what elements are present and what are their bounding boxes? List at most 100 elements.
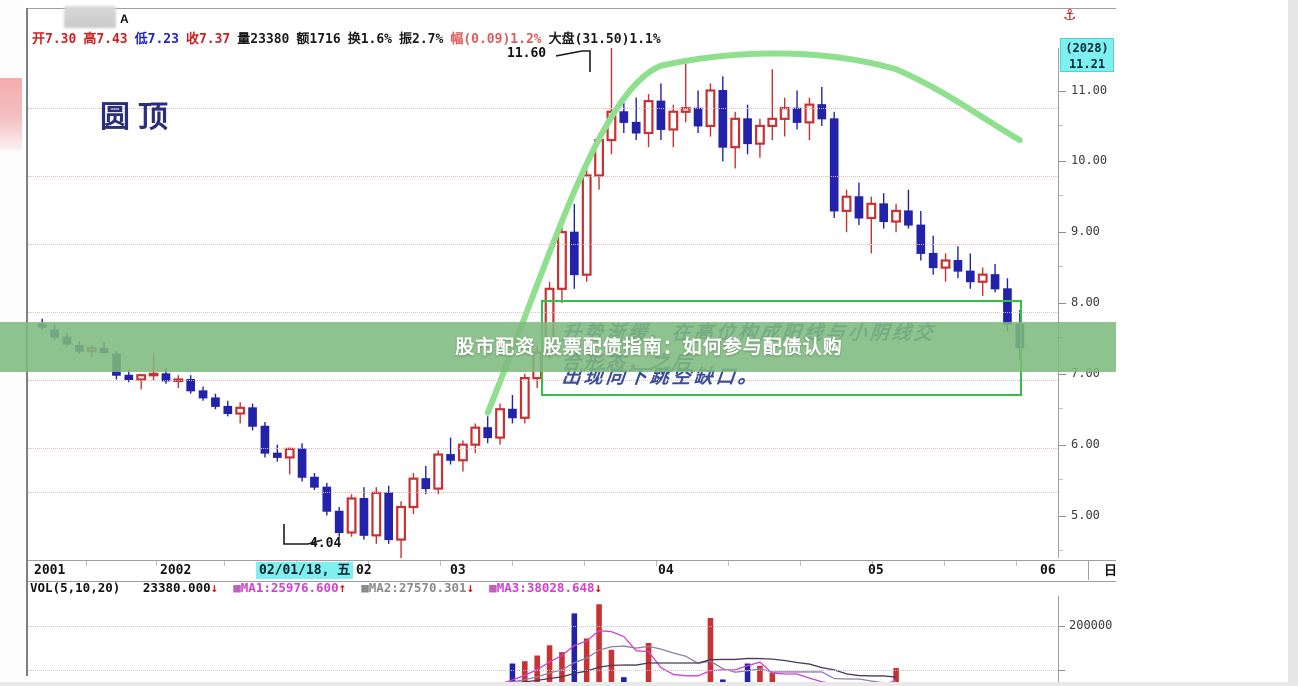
candle bbox=[829, 111, 839, 218]
badge-price: 11.21 bbox=[1068, 57, 1106, 71]
candle bbox=[346, 494, 357, 537]
vol-ma1-label: MA1: bbox=[240, 580, 271, 595]
watermark-banner-text: 股市配资 股票配债指南：如何参与配债认购 bbox=[455, 336, 843, 358]
volume-ma-line bbox=[314, 657, 897, 684]
left-edge-artifact bbox=[0, 78, 22, 150]
date-label-04: 04 bbox=[658, 563, 674, 578]
vol-ma2-arrow: ↓ bbox=[466, 580, 475, 595]
price-minor-tick bbox=[1059, 266, 1063, 268]
candle bbox=[359, 487, 369, 540]
candle bbox=[136, 373, 147, 390]
volume-bar bbox=[571, 613, 578, 684]
low-leader-line bbox=[283, 524, 323, 545]
candle bbox=[483, 416, 493, 444]
volume-bar bbox=[720, 679, 726, 684]
volume-bar bbox=[522, 661, 528, 684]
candle bbox=[767, 69, 778, 141]
volume-ma-line bbox=[190, 645, 897, 684]
volume-bar bbox=[621, 677, 627, 684]
vol-ma3: 38028.648 bbox=[526, 580, 595, 595]
candle bbox=[940, 253, 951, 282]
candle bbox=[384, 485, 394, 544]
last-price-badge: (2028) 11.21 bbox=[1060, 38, 1114, 72]
redacted-symbol-block bbox=[64, 6, 116, 28]
price-tick-label-5: 6.00 bbox=[1071, 436, 1100, 451]
vol-ma2: 27570.301 bbox=[398, 580, 467, 595]
volume-axis: 200000 bbox=[1058, 596, 1117, 686]
candle bbox=[743, 104, 752, 155]
price-tick-mark bbox=[1059, 90, 1066, 92]
date-label-02: 02 bbox=[356, 563, 372, 578]
price-minor-tick bbox=[1059, 124, 1063, 126]
low-price-annotation: 4.04 bbox=[310, 536, 342, 551]
candle bbox=[904, 189, 913, 229]
ma3-marker: ■ bbox=[489, 580, 497, 595]
candle bbox=[680, 58, 691, 123]
price-tick-mark bbox=[1059, 444, 1066, 446]
stat-9: 大盘(31.50)1.1% bbox=[548, 32, 661, 47]
symbol-suffix: A bbox=[120, 12, 129, 26]
volume-bar bbox=[707, 617, 714, 684]
ma2-marker: ■ bbox=[361, 580, 369, 595]
candle bbox=[495, 403, 505, 445]
watermark-banner bbox=[0, 322, 1298, 372]
volume-bar bbox=[509, 663, 516, 684]
price-tick-mark bbox=[1059, 161, 1066, 163]
ma1-marker: ■ bbox=[233, 580, 241, 595]
high-leader-line bbox=[556, 50, 591, 72]
candle bbox=[606, 48, 617, 155]
candle bbox=[272, 444, 282, 462]
price-tick-label-2: 9.00 bbox=[1071, 224, 1100, 239]
price-tick-mark bbox=[1059, 373, 1066, 375]
price-minor-tick bbox=[1059, 407, 1063, 409]
candle bbox=[817, 86, 827, 126]
candle bbox=[718, 76, 728, 162]
vol-title: VOL(5,10,20) bbox=[30, 580, 121, 595]
candle bbox=[990, 264, 1000, 293]
candle bbox=[248, 403, 257, 431]
candle bbox=[891, 203, 901, 233]
candle bbox=[371, 487, 382, 544]
volume-bar bbox=[583, 638, 590, 684]
volume-bar bbox=[596, 604, 602, 684]
candle bbox=[792, 90, 802, 130]
vol-ma3-arrow: ↓ bbox=[594, 580, 603, 595]
date-axis: 2001 2002 02/01/18, 五 02 03 04 05 06 日线 bbox=[28, 560, 1130, 582]
candle bbox=[284, 447, 295, 475]
price-axis: ⚓ (2028) 11.21 11.00 10.00 9.00 8.00 7.00 6.0… bbox=[1058, 8, 1117, 558]
bottom-page-edge bbox=[0, 682, 1298, 686]
date-label-03: 03 bbox=[450, 563, 466, 578]
candle bbox=[705, 83, 716, 137]
selected-date[interactable]: 02/01/18, 五 bbox=[256, 562, 354, 579]
candle bbox=[854, 182, 864, 226]
candle bbox=[557, 225, 567, 303]
stat-5: 额1716 bbox=[296, 32, 341, 47]
volume-bar bbox=[757, 665, 763, 684]
candle bbox=[310, 473, 319, 490]
candle bbox=[433, 450, 444, 495]
stat-2: 低7.23 bbox=[134, 32, 179, 47]
volume-bar bbox=[559, 652, 565, 684]
right-gutter bbox=[1116, 0, 1298, 686]
candle bbox=[519, 373, 530, 424]
price-tick-label-6: 5.00 bbox=[1071, 507, 1100, 522]
date-label-06: 06 bbox=[1040, 563, 1056, 578]
candle bbox=[198, 386, 208, 401]
date-label-2002: 2002 bbox=[160, 563, 192, 578]
right-page-edge bbox=[1288, 0, 1298, 686]
candle bbox=[396, 501, 406, 558]
volume-indicator-header: VOL(5,10,20) 23380.000↓ ■MA1:25976.600↑ … bbox=[30, 580, 602, 595]
stat-1: 高7.43 bbox=[83, 32, 128, 47]
volume-bar bbox=[744, 663, 751, 684]
candle bbox=[569, 203, 579, 289]
stat-7: 振2.7% bbox=[399, 32, 444, 47]
badge-code: (2028) bbox=[1065, 41, 1109, 55]
candle bbox=[965, 253, 975, 289]
vol-ma3-label: MA3: bbox=[496, 580, 527, 595]
candle bbox=[458, 440, 468, 472]
candle bbox=[779, 97, 790, 137]
stat-3: 收7.37 bbox=[185, 32, 231, 47]
date-label-05: 05 bbox=[868, 563, 884, 578]
price-tick-mark bbox=[1059, 515, 1066, 517]
